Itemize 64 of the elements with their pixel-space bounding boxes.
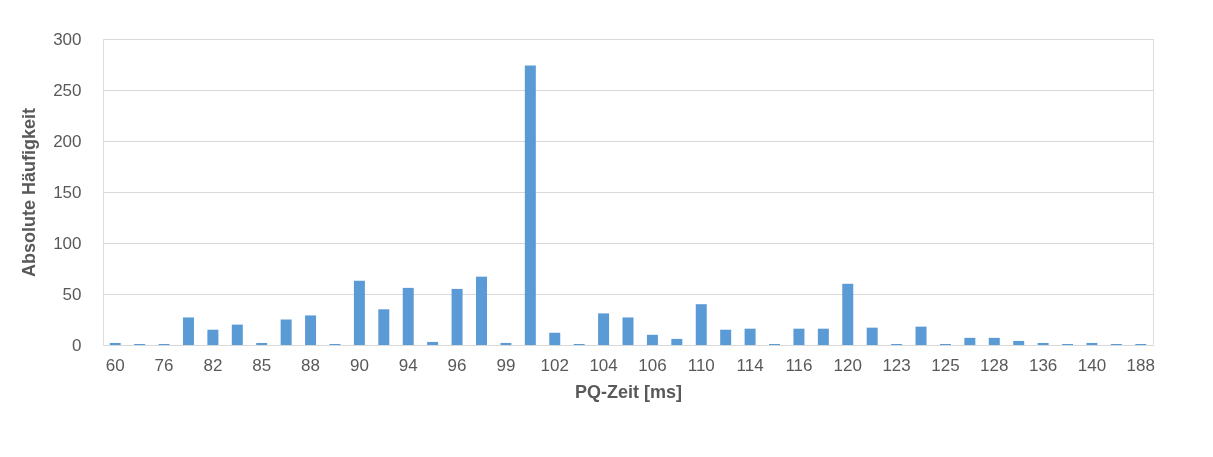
bar xyxy=(793,328,805,345)
bar xyxy=(1037,342,1049,345)
bar xyxy=(500,342,512,345)
x-tick-label: 123 xyxy=(882,355,911,375)
y-tick-label: 0 xyxy=(72,335,82,355)
bar xyxy=(646,334,658,345)
bar xyxy=(1013,340,1025,345)
y-tick-label: 300 xyxy=(53,29,82,49)
bar xyxy=(964,337,976,345)
x-tick-label: 188 xyxy=(1126,355,1155,375)
bar xyxy=(817,328,829,345)
x-tick-label: 99 xyxy=(496,355,516,375)
bar xyxy=(915,326,927,345)
x-tick-label: 114 xyxy=(736,355,764,375)
x-tick-label: 76 xyxy=(154,355,174,375)
bar xyxy=(842,283,854,345)
bar xyxy=(1086,342,1098,345)
x-tick-label: 128 xyxy=(980,355,1009,375)
x-tick-label: 102 xyxy=(540,355,569,375)
bar xyxy=(475,276,487,345)
y-tick-label: 50 xyxy=(62,284,82,304)
bar xyxy=(720,329,732,345)
x-tick-label: 136 xyxy=(1028,355,1058,375)
bar xyxy=(207,329,219,345)
x-axis-title: PQ-Zeit [ms] xyxy=(574,381,683,402)
bar xyxy=(524,65,536,345)
x-tick-label: 82 xyxy=(203,355,223,375)
bar xyxy=(378,309,390,345)
x-tick-label: 110 xyxy=(687,355,715,375)
x-tick-label: 90 xyxy=(349,355,369,375)
bar xyxy=(353,280,365,345)
x-tick-label: 96 xyxy=(447,355,467,375)
x-tick-label: 88 xyxy=(301,355,321,375)
bar xyxy=(402,287,414,345)
bar xyxy=(182,317,194,345)
y-axis-title: Absolute Häufigkeit xyxy=(19,107,40,278)
bar xyxy=(451,288,463,345)
x-tick-label: 85 xyxy=(252,355,272,375)
bar xyxy=(622,317,634,345)
bar xyxy=(671,338,683,345)
x-tick-label: 120 xyxy=(833,355,862,375)
x-tick-label: 94 xyxy=(398,355,418,375)
x-tick-label: 125 xyxy=(931,355,960,375)
bar xyxy=(988,337,1000,345)
bar xyxy=(598,313,610,345)
bar xyxy=(305,315,317,345)
x-tick-label: 116 xyxy=(785,355,813,375)
y-tick-label: 100 xyxy=(53,233,82,253)
bar xyxy=(549,332,561,345)
y-tick-label: 150 xyxy=(53,182,82,202)
x-tick-label: 140 xyxy=(1077,355,1107,375)
x-tick-label: 60 xyxy=(105,355,125,375)
bar xyxy=(109,342,121,345)
bar xyxy=(280,319,292,345)
bar xyxy=(231,324,243,345)
bar xyxy=(744,328,756,345)
y-tick-label: 250 xyxy=(53,80,82,100)
bar xyxy=(427,341,439,345)
bar xyxy=(866,327,878,345)
x-tick-label: 106 xyxy=(638,355,667,375)
bar xyxy=(256,342,268,345)
x-tick-label: 104 xyxy=(589,355,618,375)
bar xyxy=(695,304,707,345)
y-tick-label: 200 xyxy=(53,131,82,151)
